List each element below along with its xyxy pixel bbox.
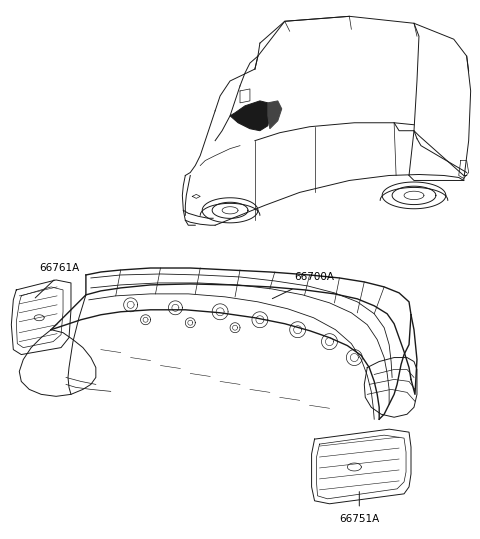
Polygon shape (230, 101, 270, 131)
Text: 66700A: 66700A (295, 272, 335, 282)
Text: 66761A: 66761A (39, 263, 79, 273)
Text: 66751A: 66751A (339, 514, 380, 524)
Polygon shape (268, 101, 282, 129)
